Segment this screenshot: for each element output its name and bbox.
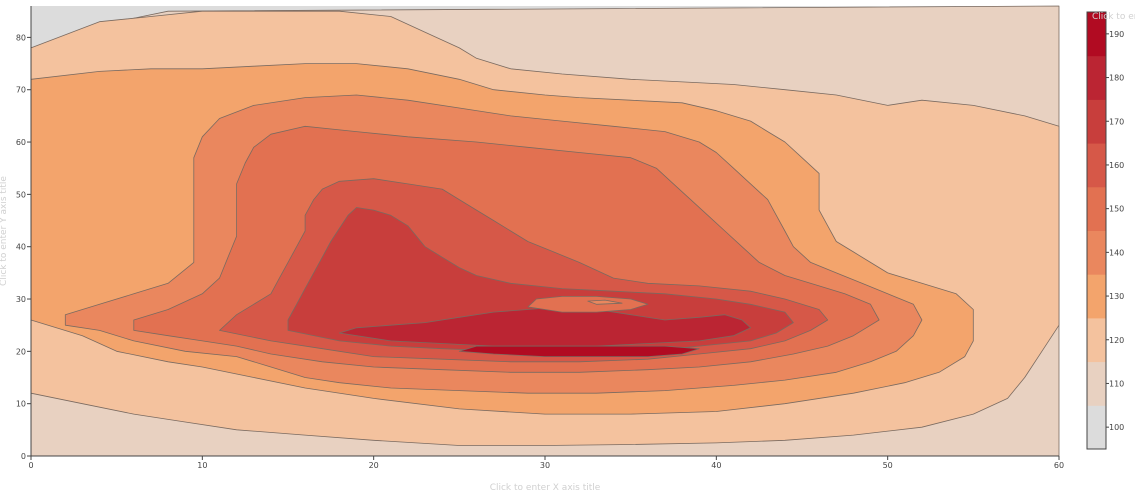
- colorbar-band-130: [1087, 274, 1106, 319]
- x-tick-label: 40: [711, 461, 721, 470]
- x-tick-label: 0: [28, 461, 33, 470]
- colorbar-tick-label: 180: [1109, 74, 1124, 83]
- colorbar-tick-label: 160: [1109, 161, 1124, 170]
- y-tick-label: 20: [16, 347, 26, 356]
- colorbar-band-140: [1087, 230, 1106, 275]
- colorbar-band-180: [1087, 55, 1106, 100]
- colorbar-band-160: [1087, 143, 1106, 188]
- contour-region-150-9: [527, 295, 649, 313]
- y-tick-label: 70: [16, 86, 26, 95]
- x-tick-label: 10: [197, 461, 207, 470]
- colorbar-band-100: [1087, 405, 1106, 450]
- y-tick-label: 10: [16, 400, 26, 409]
- x-tick-label: 20: [369, 461, 379, 470]
- y-tick-label: 60: [16, 138, 26, 147]
- colorbar-band-190: [1087, 12, 1106, 57]
- x-axis: 0 10 20 30 40 50 60: [28, 455, 1064, 470]
- contour-region-140-10: [587, 299, 623, 305]
- y-axis-title[interactable]: Click to enter Y axis title: [0, 176, 9, 286]
- x-axis-title[interactable]: Click to enter X axis title: [490, 483, 601, 493]
- colorbar-frame: [1086, 11, 1107, 450]
- x-tick-label: 30: [540, 461, 550, 470]
- colorbar-tick-label: 130: [1109, 292, 1124, 301]
- y-tick-label: 0: [21, 452, 26, 461]
- colorbar-tick-label: 140: [1109, 248, 1124, 257]
- y-axis: 0 10 20 30 40 50 60 70 80: [16, 6, 32, 461]
- y-tick-label: 40: [16, 243, 26, 252]
- colorbar-tick-label: 190: [1109, 30, 1124, 39]
- colorbar-tick-label: 100: [1109, 423, 1124, 432]
- colorbar-band-170: [1087, 99, 1106, 144]
- colorbar-tick-label: 110: [1109, 379, 1124, 388]
- colorbar-band-150: [1087, 186, 1106, 231]
- colorbar-tick-label: 170: [1109, 117, 1124, 126]
- y-tick-label: 50: [16, 190, 26, 199]
- plot-area[interactable]: [30, 5, 1060, 457]
- y-tick-label: 30: [16, 295, 26, 304]
- colorbar-tick-label: 120: [1109, 336, 1124, 345]
- colorbar-title[interactable]: Click to enter Colorscale title: [1092, 12, 1135, 22]
- x-tick-label: 60: [1054, 461, 1064, 470]
- colorbar[interactable]: 100 110 120 130 140 150 160 170 180 190: [1086, 11, 1124, 450]
- x-tick-label: 50: [883, 461, 893, 470]
- y-tick-label: 80: [16, 33, 26, 42]
- contour-region-190-8: [458, 345, 700, 358]
- colorbar-tick-label: 150: [1109, 205, 1124, 214]
- colorbar-band-110: [1087, 361, 1106, 406]
- colorbar-band-120: [1087, 317, 1106, 363]
